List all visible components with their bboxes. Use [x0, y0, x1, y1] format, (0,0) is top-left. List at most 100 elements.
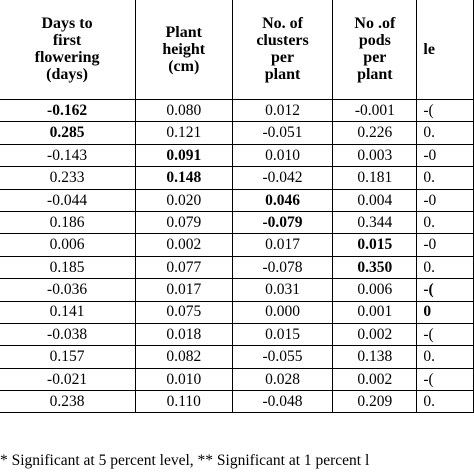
header-line: pods	[358, 32, 391, 49]
header-line: clusters	[256, 32, 309, 49]
value-cell: -(	[416, 322, 474, 347]
value-cell: -0.021	[0, 367, 136, 392]
header-line: height	[162, 40, 206, 58]
value-cell: 0.110	[134, 390, 233, 414]
value-cell: -0.078	[231, 255, 334, 280]
value-cell: -0.079	[231, 210, 334, 235]
value-cell: 0.138	[332, 345, 418, 369]
value-cell: 0.000	[231, 300, 334, 324]
value-cell: 0.	[416, 166, 474, 190]
header-line: per	[270, 49, 295, 66]
value-cell: -0.051	[231, 121, 334, 145]
value-cell: -0.001	[332, 98, 418, 123]
value-cell: 0	[416, 300, 474, 324]
header-line: Plant	[165, 23, 202, 41]
value-cell: -0.038	[0, 322, 136, 347]
value-cell: -0.042	[231, 166, 334, 190]
value-cell: 0.285	[0, 121, 136, 145]
table-row: 0.186 0.079 -0.079 0.344 0.	[0, 210, 474, 235]
value-cell: 0.233	[0, 166, 136, 190]
value-cell: -0.048	[231, 390, 334, 414]
value-cell: 0.002	[332, 367, 418, 392]
value-cell: -0.143	[0, 143, 136, 168]
table-row: 0.233 0.148 -0.042 0.181 0.	[0, 166, 474, 190]
table-row: 0.006 0.002 0.017 0.015 -0	[0, 233, 474, 257]
value-cell: -0	[416, 143, 474, 168]
header-line: plant	[357, 66, 393, 83]
value-cell: 0.031	[231, 278, 334, 302]
value-cell: 0.344	[332, 210, 418, 235]
path-coefficient-table: Days to first flowering (days) Plant hei…	[0, 0, 474, 414]
table-body: -0.162 0.080 0.012 -0.001 -(0.285 0.121 -0.051…	[0, 98, 474, 414]
value-cell: -0	[416, 233, 474, 257]
value-cell: 0.028	[231, 367, 334, 392]
header-line: Days to	[41, 15, 93, 32]
table-row: -0.044 0.020 0.046 0.004 -0	[0, 188, 474, 212]
table-row: -0.038 0.018 0.015 0.002 -(	[0, 322, 474, 347]
value-cell: 0.157	[0, 345, 136, 369]
value-cell: 0.017	[134, 278, 233, 302]
value-cell: 0.	[416, 390, 474, 414]
value-cell: 0.015	[231, 322, 334, 347]
value-cell: 0.046	[231, 188, 334, 212]
value-cell: 0.	[416, 345, 474, 369]
value-cell: 0.077	[134, 255, 233, 280]
value-cell: 0.020	[134, 188, 233, 212]
value-cell: 0.148	[134, 166, 233, 190]
value-cell: -(	[416, 98, 474, 123]
table-row: -0.143 0.091 0.010 0.003 -0	[0, 143, 474, 168]
table-row: 0.157 0.082 -0.055 0.138 0.	[0, 345, 474, 369]
value-cell: 0.001	[332, 300, 418, 324]
value-cell: 0.185	[0, 255, 136, 280]
value-cell: 0.012	[231, 98, 334, 123]
header-pods-per-plant: No .of pods per plant	[332, 0, 418, 100]
value-cell: 0.238	[0, 390, 136, 414]
value-cell: 0.015	[332, 233, 418, 257]
header-line: No .of	[354, 15, 396, 32]
value-cell: -0.162	[0, 98, 136, 123]
value-cell: 0.079	[134, 210, 233, 235]
value-cell: 0.121	[134, 121, 233, 145]
header-line: No. of	[262, 15, 303, 32]
value-cell: 0.181	[332, 166, 418, 190]
value-cell: -(	[416, 367, 474, 392]
value-cell: -0	[416, 188, 474, 212]
header-line: per	[363, 49, 387, 66]
table-row: -0.021 0.010 0.028 0.002 -(	[0, 367, 474, 392]
value-cell: -0.044	[0, 188, 136, 212]
header-plant-height: Plant height (cm)	[134, 0, 233, 100]
value-cell: -0.055	[231, 345, 334, 369]
header-line: plant	[264, 66, 301, 83]
value-cell: 0.209	[332, 390, 418, 414]
header-line: flowering	[34, 49, 100, 66]
header-line: (days)	[46, 66, 88, 83]
value-cell: 0.	[416, 210, 474, 235]
table-row: -0.036 0.017 0.031 0.006 -(	[0, 278, 474, 302]
table-row: 0.185 0.077 -0.078 0.350 0.	[0, 255, 474, 280]
value-cell: 0.082	[134, 345, 233, 369]
value-cell: 0.350	[332, 255, 418, 280]
table-row: -0.162 0.080 0.012 -0.001 -(	[0, 98, 474, 123]
value-cell: 0.	[416, 255, 474, 280]
table-row: 0.141 0.075 0.000 0.001 0	[0, 300, 474, 324]
value-cell: 0.018	[134, 322, 233, 347]
header-days-to-first-flowering: Days to first flowering (days)	[0, 0, 136, 100]
value-cell: -(	[416, 278, 474, 302]
value-cell: 0.226	[332, 121, 418, 145]
value-cell: 0.075	[134, 300, 233, 324]
value-cell: 0.010	[134, 367, 233, 392]
value-cell: 0.006	[332, 278, 418, 302]
value-cell: 0.006	[0, 233, 136, 257]
table-row: 0.285 0.121 -0.051 0.226 0.	[0, 121, 474, 145]
correlation-table-container: Days to first flowering (days) Plant hei…	[0, 0, 474, 414]
table-row: 0.238 0.110 -0.048 0.209 0.	[0, 390, 474, 414]
value-cell: 0.002	[134, 233, 233, 257]
value-cell: 0.	[416, 121, 474, 145]
value-cell: 0.186	[0, 210, 136, 235]
value-cell: 0.003	[332, 143, 418, 168]
header-row: Days to first flowering (days) Plant hei…	[0, 0, 474, 100]
value-cell: -0.036	[0, 278, 136, 302]
header-clusters-per-plant: No. of clusters per plant	[231, 0, 334, 100]
header-line: le	[423, 40, 435, 58]
value-cell: 0.080	[134, 98, 233, 123]
